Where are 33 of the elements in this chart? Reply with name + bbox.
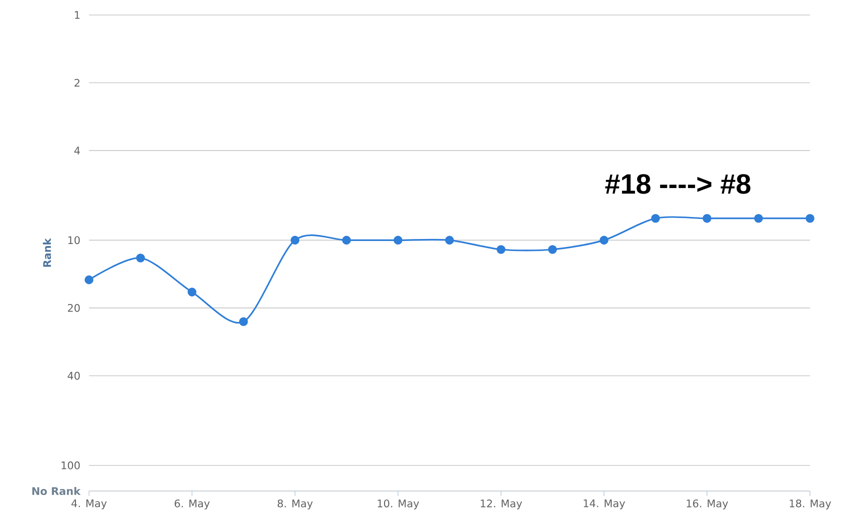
point (188, 288, 196, 296)
y-tick-label: No Rank (32, 486, 81, 496)
point (84, 275, 94, 284)
point (394, 236, 402, 245)
x-tick-label: 16. May (686, 499, 728, 510)
x-tick-label: 8. May (278, 499, 313, 510)
point (651, 214, 660, 223)
point (806, 214, 814, 223)
y-tick-label: 10 (68, 236, 80, 244)
y-axis-title: Rank (42, 238, 52, 267)
point (342, 236, 351, 245)
y-tick-label: 1 (74, 11, 80, 19)
y-tick-label: 20 (68, 304, 80, 312)
x-tick-label: 14. May (584, 499, 626, 510)
y-tick-label: 40 (68, 372, 80, 380)
x-tick-label: 12. May (480, 499, 522, 510)
point (239, 317, 248, 326)
point (445, 236, 454, 245)
point (600, 236, 608, 245)
point (496, 245, 506, 254)
x-tick-label: 10. May (378, 499, 420, 510)
point (702, 214, 712, 223)
y-tick-label: 100 (62, 461, 80, 470)
point (290, 236, 300, 245)
x-tick-label: 18. May (790, 499, 832, 510)
y-tick-label: 4 (74, 146, 80, 154)
x-tick-label: 4. May (71, 499, 107, 510)
annotation: #18 ----> #8 (605, 174, 750, 194)
point (754, 214, 763, 223)
x-tick-label: 6. May (174, 499, 210, 510)
point (548, 245, 557, 254)
point (136, 254, 145, 262)
y-tick-label: 2 (74, 78, 80, 87)
